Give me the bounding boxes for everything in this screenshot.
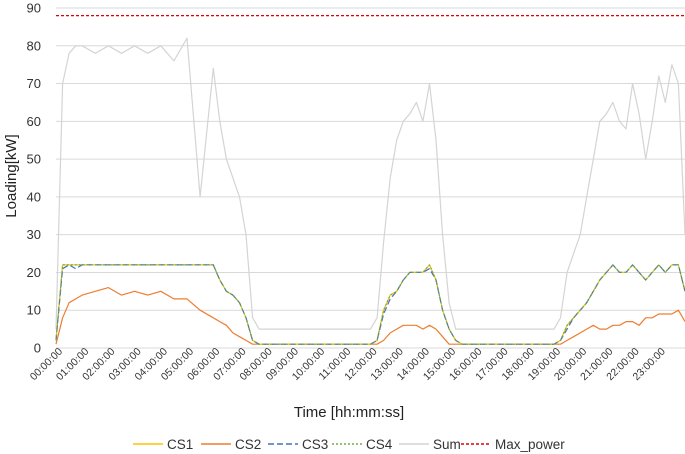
series-line-cs2 <box>55 287 685 345</box>
legend-label-sum: Sum <box>433 437 461 452</box>
y-tick-label: 40 <box>27 189 41 204</box>
series-line-cs1 <box>55 264 685 345</box>
legend-label-cs2: CS2 <box>235 437 261 452</box>
y-axis-title: Loading[kW] <box>3 134 20 217</box>
series-line-sum <box>55 37 685 330</box>
x-axis-title: Time [hh:mm:ss] <box>294 404 404 421</box>
y-tick-label: 10 <box>27 303 41 318</box>
series-line-cs4 <box>55 264 685 345</box>
y-tick-label: 50 <box>27 152 41 167</box>
y-tick-labels: 0 10 20 30 40 50 60 70 80 90 <box>27 1 41 356</box>
legend-label-cs4: CS4 <box>366 437 393 452</box>
y-tick-label: 70 <box>27 76 41 91</box>
y-tick-label: 0 <box>34 341 41 356</box>
legend: CS1 CS2 CS3 CS4 Sum Max_power <box>133 437 565 452</box>
legend-label-cs3: CS3 <box>302 437 328 452</box>
series-lines <box>55 15 685 345</box>
y-tick-label: 20 <box>27 265 41 280</box>
y-tick-label: 80 <box>27 38 41 53</box>
grid-lines <box>56 7 685 349</box>
legend-label-max-power: Max_power <box>495 437 565 452</box>
x-tick-labels: 00:00:0001:00:0002:00:0003:00:0004:00:00… <box>28 346 668 384</box>
y-tick-label: 60 <box>27 114 41 129</box>
y-tick-label: 90 <box>27 1 41 16</box>
series-line-cs3 <box>55 264 685 345</box>
y-tick-label: 30 <box>27 227 41 242</box>
legend-label-cs1: CS1 <box>167 437 193 452</box>
